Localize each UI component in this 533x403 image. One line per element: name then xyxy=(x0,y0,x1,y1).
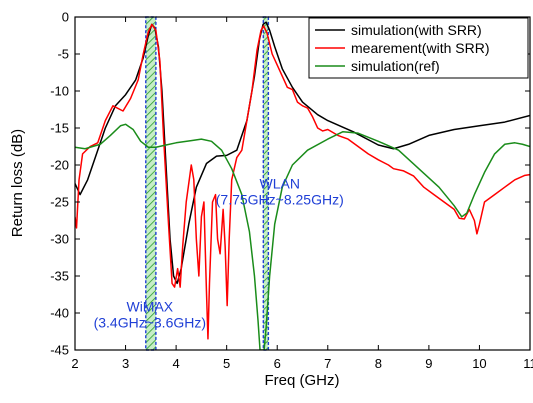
legend-label-2: simulation(ref) xyxy=(351,58,440,74)
legend: simulation(with SRR) mearement(with SRR) s… xyxy=(308,17,529,79)
x-tick-label: 9 xyxy=(425,356,432,371)
band-annotation-1-line-1: (3.4GHz~3.6GHz) xyxy=(94,315,206,331)
y-tick-label: -15 xyxy=(50,121,69,136)
y-tick-label: -25 xyxy=(50,195,69,210)
y-tick-label: -35 xyxy=(50,269,69,284)
x-tick-label: 7 xyxy=(324,356,331,371)
axis-ticks: 2 3 4 5 6 7 8 9 10 11 0 -5 -10 -15 -20 -25 -30 -35 -40 -45 xyxy=(50,10,533,372)
y-tick-label: -20 xyxy=(50,158,69,173)
series-line-0 xyxy=(75,21,530,285)
series-line-1 xyxy=(75,23,530,340)
x-tick-label: 4 xyxy=(172,356,179,371)
band-annotation-1-line-0: WiMAX xyxy=(126,299,173,315)
legend-box xyxy=(308,17,529,79)
x-tick-label: 2 xyxy=(71,356,78,371)
x-tick-label: 3 xyxy=(122,356,129,371)
y-tick-label: -45 xyxy=(50,343,69,358)
x-tick-label: 11 xyxy=(523,356,533,371)
x-tick-label: 10 xyxy=(472,356,486,371)
y-tick-label: -10 xyxy=(50,84,69,99)
x-tick-label: 5 xyxy=(223,356,230,371)
plot-frame xyxy=(74,16,531,351)
legend-label-1: mearement(with SRR) xyxy=(351,40,489,56)
y-tick-label: -5 xyxy=(57,47,69,62)
y-tick-label: 0 xyxy=(62,10,69,25)
y-tick-label: -30 xyxy=(50,232,69,247)
x-tick-label: 6 xyxy=(274,356,281,371)
y-axis-label: Return loss (dB) xyxy=(9,129,26,237)
x-tick-label: 8 xyxy=(375,356,382,371)
data-series-lines xyxy=(75,21,530,350)
band-annotation-0-line-0: WLAN xyxy=(260,176,300,192)
series-line-2 xyxy=(75,123,530,350)
x-axis-label: Freq (GHz) xyxy=(265,372,340,389)
band-annotation-0-line-1: (7.75GHz~8.25GHz) xyxy=(216,192,344,208)
y-tick-label: -40 xyxy=(50,306,69,321)
legend-label-0: simulation(with SRR) xyxy=(351,22,482,38)
band-annotations: WLAN(7.75GHz~8.25GHz) WiMAX(3.4GHz~3.6GHz… xyxy=(94,176,344,331)
